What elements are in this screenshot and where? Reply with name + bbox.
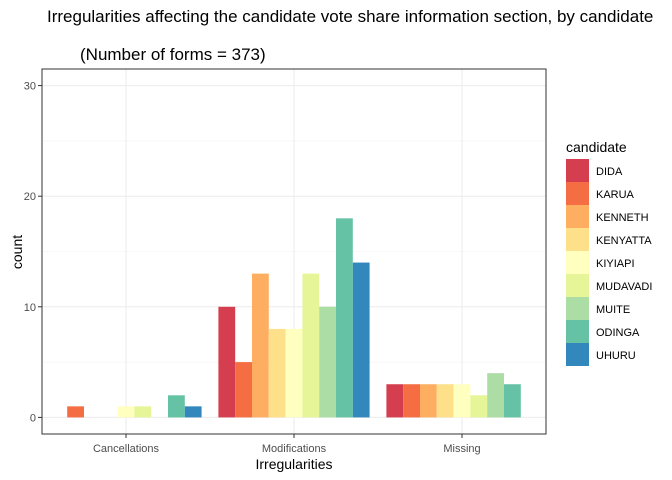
legend-swatch: [566, 159, 589, 182]
legend-label: KIYIAPI: [596, 258, 635, 270]
bar: [184, 406, 202, 418]
legend-swatch: [566, 274, 589, 297]
bar: [487, 373, 504, 418]
y-tick-label: 20: [24, 191, 36, 203]
legend-swatch: [566, 297, 589, 320]
legend-label: UHURU: [596, 350, 636, 362]
bar: [134, 406, 152, 418]
legend-label: DIDA: [596, 166, 623, 178]
bar: [67, 406, 84, 418]
legend-swatch: [566, 228, 589, 251]
legend-swatch: [566, 320, 589, 343]
legend-swatch: [566, 205, 589, 228]
bar: [352, 262, 370, 418]
bar: [268, 328, 286, 418]
x-axis: Cancellations Modifications Missing: [93, 434, 481, 455]
chart-title: Irregularities affecting the candidate v…: [47, 7, 653, 26]
bar: [319, 306, 336, 418]
y-tick-label: 10: [24, 302, 36, 314]
x-tick-label: Missing: [443, 443, 480, 455]
bars: [67, 218, 521, 418]
y-tick-label: 0: [30, 412, 36, 424]
bar: [285, 328, 303, 418]
bar: [302, 273, 320, 418]
y-tick-label: 30: [24, 81, 36, 93]
bar: [218, 306, 236, 418]
bar: [386, 384, 404, 418]
legend-swatch: [566, 343, 589, 366]
bar: [453, 384, 471, 418]
x-tick-label: Modifications: [262, 443, 327, 455]
bar: [117, 406, 135, 418]
chart-subtitle: (Number of forms = 373): [80, 45, 266, 64]
bar: [235, 362, 252, 418]
y-axis: 0 10 20 30: [24, 81, 42, 424]
bar: [252, 273, 269, 418]
legend: candidate DIDA KARUA KENNETH KENYATTA KIYIAP…: [566, 139, 652, 366]
bar: [336, 218, 353, 418]
bar: [504, 384, 521, 418]
bar: [470, 395, 488, 418]
legend-label: KARUA: [596, 189, 635, 201]
bar: [403, 384, 420, 418]
y-axis-label: count: [9, 235, 25, 269]
legend-label: KENYATTA: [596, 235, 652, 247]
x-tick-label: Cancellations: [93, 443, 160, 455]
legend-swatch: [566, 251, 589, 274]
x-axis-label: Irregularities: [255, 456, 332, 472]
legend-label: MUITE: [596, 304, 630, 316]
bar: [436, 384, 454, 418]
legend-swatch: [566, 182, 589, 205]
bar: [168, 395, 185, 418]
legend-label: MUDAVADI: [596, 281, 652, 293]
legend-label: ODINGA: [596, 327, 640, 339]
bar: [420, 384, 437, 418]
legend-label: KENNETH: [596, 212, 649, 224]
plot-panel: [41, 68, 547, 435]
legend-title: candidate: [566, 139, 627, 155]
